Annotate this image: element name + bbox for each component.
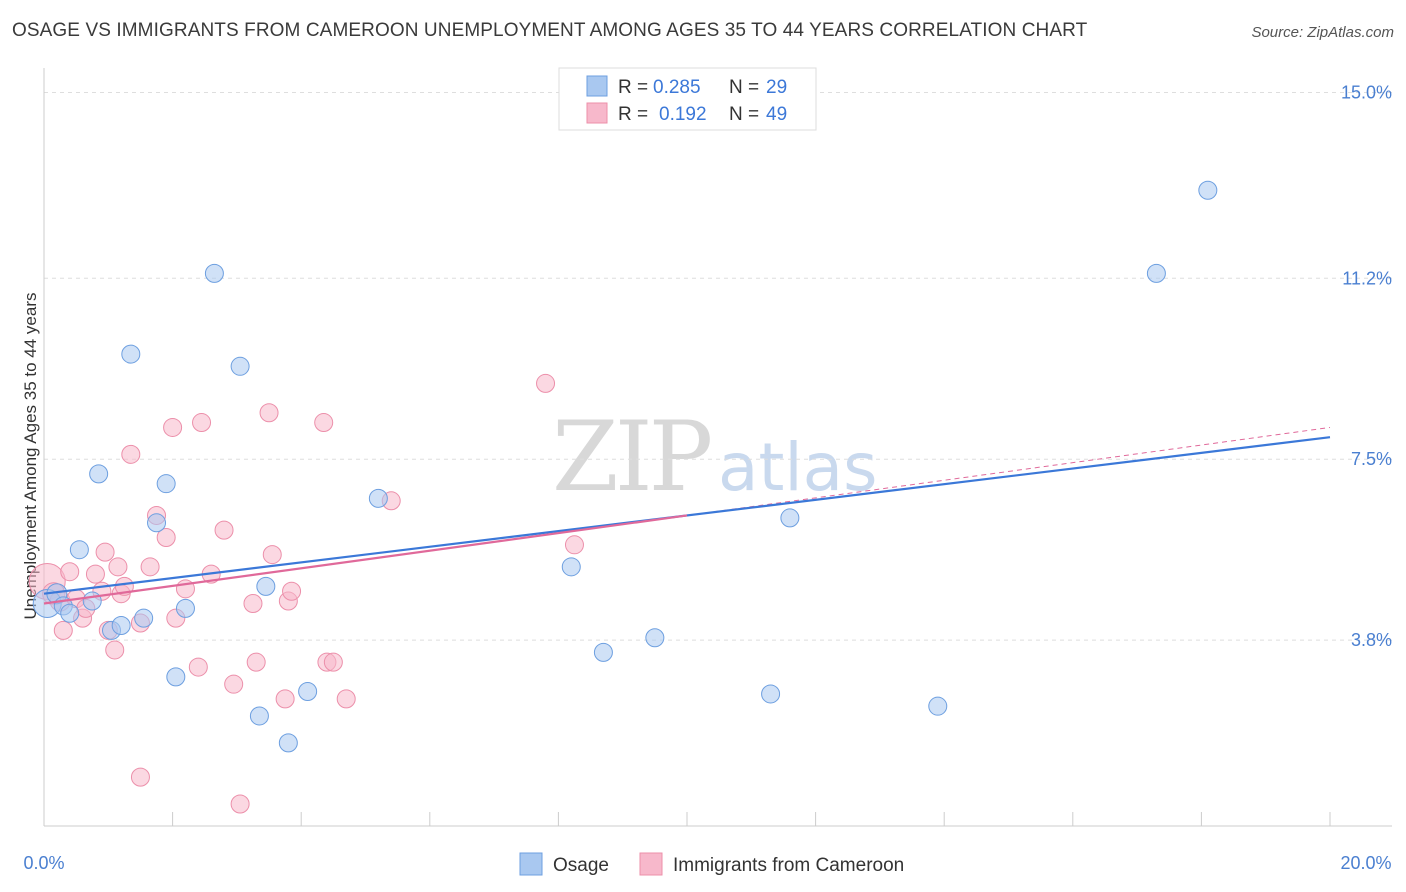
point-cameroon-18 [130, 767, 150, 787]
legend: R = 0.285 N = 29 R = 0.192 N = 49 [558, 67, 817, 131]
bottom-legend-label-cameroon: Immigrants from Cameroon [673, 855, 904, 876]
trend-line-osage [43, 436, 1331, 595]
point-cameroon-44 [564, 535, 584, 555]
point-osage-23 [593, 642, 613, 662]
y-tick-label-3: 15.0% [1341, 82, 1392, 102]
point-osage-10 [134, 608, 154, 628]
point-osage-20 [298, 682, 318, 702]
trend-line-cameroon-dashed [686, 426, 1331, 516]
point-osage-28 [1146, 263, 1166, 283]
point-osage-11 [147, 513, 167, 533]
point-osage-19 [278, 733, 298, 753]
point-cameroon-35 [275, 689, 295, 709]
trend-line-cameroon [43, 514, 688, 605]
point-cameroon-21 [156, 527, 176, 547]
point-cameroon-12 [105, 640, 125, 660]
point-osage-12 [156, 474, 176, 494]
y-tick-label-0: 3.8% [1351, 630, 1392, 650]
point-cameroon-4 [60, 562, 80, 582]
data-points [28, 180, 1218, 814]
bottom-legend-swatch-cameroon [639, 852, 663, 876]
x-tick-label-left: 0.0% [23, 853, 64, 873]
point-cameroon-19 [140, 557, 160, 577]
bottom-legend: Osage Immigrants from Cameroon [519, 852, 904, 876]
point-osage-5 [82, 591, 102, 611]
point-cameroon-34 [262, 545, 282, 565]
x-tick-label-right: 20.0% [1340, 853, 1391, 873]
trend-lines [43, 426, 1331, 605]
point-cameroon-10 [95, 542, 115, 562]
point-osage-21 [368, 488, 388, 508]
point-osage-16 [230, 356, 250, 376]
point-osage-17 [249, 706, 269, 726]
point-osage-3 [60, 603, 80, 623]
point-cameroon-41 [336, 689, 356, 709]
point-cameroon-8 [85, 564, 105, 584]
legend-n-label-osage: N = [729, 77, 759, 98]
legend-r-value-cameroon: 0.192 [659, 104, 707, 125]
y-axis-label: Unemployment Among Ages 35 to 44 years [21, 293, 40, 620]
point-cameroon-22 [163, 417, 183, 437]
point-cameroon-32 [246, 652, 266, 672]
point-osage-22 [561, 557, 581, 577]
point-cameroon-3 [53, 620, 73, 640]
point-osage-9 [121, 344, 141, 364]
point-osage-29 [1198, 180, 1218, 200]
point-cameroon-43 [536, 373, 556, 393]
point-osage-24 [645, 628, 665, 648]
watermark-zip: ZIP [552, 401, 711, 513]
legend-r-label-osage: R = [618, 77, 648, 98]
point-osage-6 [89, 464, 109, 484]
chart-title: OSAGE VS IMMIGRANTS FROM CAMEROON UNEMPL… [12, 20, 1088, 41]
point-cameroon-30 [230, 794, 250, 814]
legend-swatch-osage [586, 75, 608, 97]
legend-n-value-cameroon: 49 [766, 104, 787, 125]
point-cameroon-40 [323, 652, 343, 672]
point-cameroon-33 [259, 403, 279, 423]
point-osage-14 [175, 598, 195, 618]
legend-r-value-osage: 0.285 [653, 77, 701, 98]
legend-n-value-osage: 29 [766, 77, 787, 98]
point-osage-13 [166, 667, 186, 687]
point-cameroon-37 [282, 581, 302, 601]
bottom-legend-swatch-osage [519, 852, 543, 876]
point-cameroon-28 [214, 520, 234, 540]
point-osage-8 [111, 615, 131, 635]
point-osage-27 [928, 696, 948, 716]
point-osage-25 [761, 684, 781, 704]
legend-n-label-cameroon: N = [729, 104, 759, 125]
point-cameroon-31 [243, 593, 263, 613]
point-osage-26 [780, 508, 800, 528]
x-ticks [43, 812, 1331, 826]
point-osage-4 [69, 540, 89, 560]
point-cameroon-16 [121, 444, 141, 464]
source-credit: Source: ZipAtlas.com [1251, 24, 1394, 41]
point-cameroon-26 [192, 413, 212, 433]
legend-swatch-cameroon [586, 102, 608, 124]
y-tick-label-2: 11.2% [1342, 268, 1392, 288]
point-cameroon-38 [314, 413, 334, 433]
bottom-legend-label-osage: Osage [553, 855, 609, 876]
point-cameroon-13 [108, 557, 128, 577]
point-cameroon-25 [188, 657, 208, 677]
legend-r-label-cameroon: R = [618, 104, 648, 125]
point-osage-18 [256, 576, 276, 596]
axes [43, 68, 1392, 827]
point-cameroon-29 [224, 674, 244, 694]
point-osage-15 [204, 263, 224, 283]
y-tick-label-1: 7.5% [1351, 449, 1392, 469]
y-tick-labels: 3.8% 7.5% 11.2% 15.0% [1341, 82, 1392, 650]
